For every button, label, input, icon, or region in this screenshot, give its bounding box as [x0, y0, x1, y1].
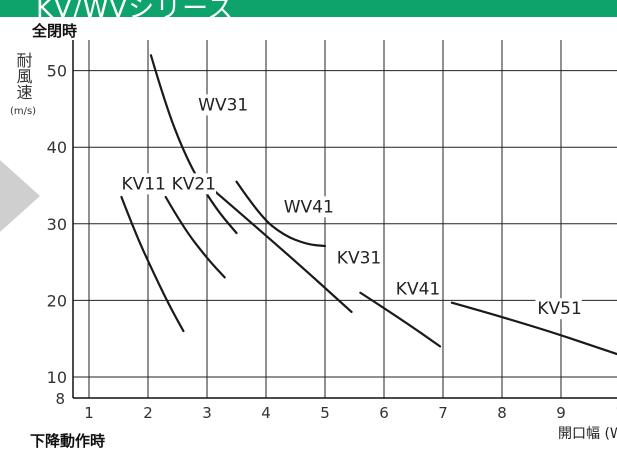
- y-tick-label: 20: [47, 291, 67, 310]
- y-tick-label: 10: [47, 368, 67, 387]
- series-line-wv41: [235, 180, 327, 248]
- x-tick-label: 3: [202, 404, 212, 422]
- series-label-bg: [119, 173, 166, 195]
- series-label-kv31: KV31: [337, 249, 381, 269]
- series-label-bg: [281, 196, 329, 218]
- x-tick-label: 5: [320, 404, 330, 422]
- series-line-kv31: [208, 185, 353, 313]
- series-label-wv31: WV31: [198, 95, 248, 115]
- x-tick-label: 8: [497, 404, 507, 422]
- x-tick-label: 4: [261, 404, 271, 422]
- header-bar: KV/WVシリーズ: [0, 0, 617, 24]
- x-tick-label: 2: [143, 404, 153, 422]
- y-tick-label-bottom: 8: [55, 390, 65, 408]
- series-label-kv11: KV11: [121, 174, 165, 194]
- x-tick-label: 7: [438, 404, 448, 422]
- x-axis-label: 開口幅 (W: [558, 426, 617, 440]
- x-tick-label: 1: [615, 404, 617, 422]
- series-label-bg: [334, 247, 382, 269]
- series-label-bg: [196, 94, 243, 116]
- series-line-kv21: [164, 195, 226, 279]
- x-tick-label: 9: [556, 404, 566, 422]
- series-line-wv31: [149, 54, 238, 235]
- x-tick-label: 1: [84, 404, 94, 422]
- series-label-bg: [535, 298, 582, 320]
- series-line-kv51: [450, 301, 617, 356]
- wind-resistance-chart: 10 20 30 40 50 8 1 2 3 4 5 6 7 8 9 1 開口幅 (W WV31 KV11 KV21…: [0, 40, 617, 440]
- header-title: KV/WVシリーズ: [36, 0, 235, 24]
- y-axis-label: 耐風速 (m/s): [8, 52, 38, 120]
- series-label-wv41: WV41: [284, 197, 334, 217]
- y-tick-label: 30: [47, 215, 67, 234]
- y-tick-label: 40: [47, 138, 67, 157]
- y-tick-label: 50: [47, 62, 67, 81]
- y-axis-unit: (m/s): [9, 106, 37, 117]
- series-label-bg: [393, 278, 441, 300]
- series-label-kv41: KV41: [396, 279, 440, 299]
- series-line-kv11: [120, 195, 185, 333]
- section-title-closed: 全閉時: [32, 22, 78, 40]
- left-triangle-icon: [0, 160, 40, 232]
- series-line-kv41: [359, 291, 442, 348]
- x-tick-label: 6: [379, 404, 389, 422]
- series-label-kv21: KV21: [172, 174, 216, 194]
- y-axis-title: 耐風速: [13, 52, 33, 100]
- series-label-kv51: KV51: [537, 299, 581, 319]
- series-label-bg: [169, 173, 216, 195]
